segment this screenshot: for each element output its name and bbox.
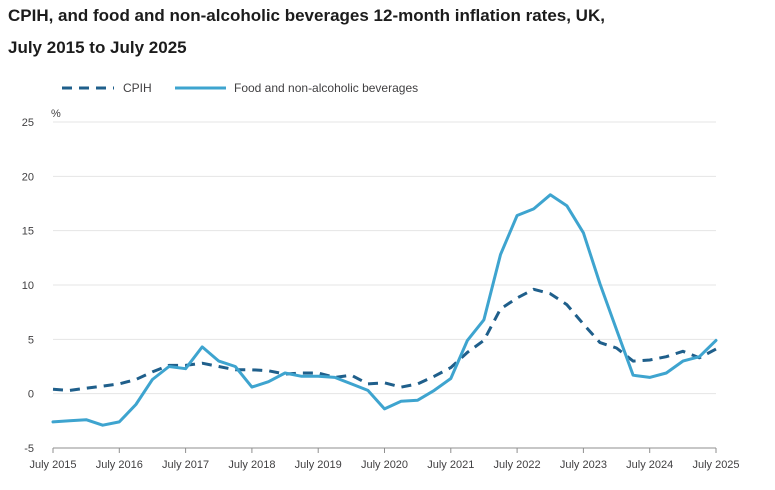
x-tick-label: July 2024 [626, 459, 673, 471]
chart-title-line2: July 2015 to July 2025 [8, 38, 187, 57]
series-line-cpih [52, 287, 717, 392]
y-tick-label: 10 [22, 280, 34, 292]
legend-label-food: Food and non-alcoholic beverages [234, 81, 418, 95]
y-tick-label: 5 [28, 334, 34, 346]
x-axis-ticks: July 2015 July 2016 July 2017 July 2018 July… [29, 448, 740, 471]
y-tick-label: 0 [28, 389, 34, 401]
x-tick-label: July 2020 [361, 459, 408, 471]
y-tick-label: 20 [22, 171, 34, 183]
gridlines [53, 121, 716, 449]
y-tick-label: -5 [24, 443, 34, 455]
x-tick-label: July 2018 [228, 459, 275, 471]
x-tick-label: July 2022 [494, 459, 541, 471]
legend-label-cpih: CPIH [123, 81, 152, 95]
x-tick-label: July 2017 [162, 459, 209, 471]
y-tick-label: 25 [22, 117, 34, 129]
y-axis-unit-label: % [51, 108, 61, 120]
x-tick-label: July 2015 [29, 459, 76, 471]
series-line-food [51, 193, 718, 427]
y-axis-ticks: -5 0 5 10 15 20 25 [22, 117, 34, 455]
y-tick-label: 15 [22, 226, 34, 238]
x-tick-label: July 2019 [295, 459, 342, 471]
x-tick-label: July 2023 [560, 459, 607, 471]
x-tick-label: July 2021 [427, 459, 474, 471]
chart-title-line1: CPIH, and food and non-alcoholic beverag… [8, 6, 605, 25]
legend: CPIH Food and non-alcoholic beverages [62, 81, 418, 95]
x-tick-label: July 2025 [692, 459, 739, 471]
series-lines [51, 193, 718, 427]
x-tick-label: July 2016 [96, 459, 143, 471]
